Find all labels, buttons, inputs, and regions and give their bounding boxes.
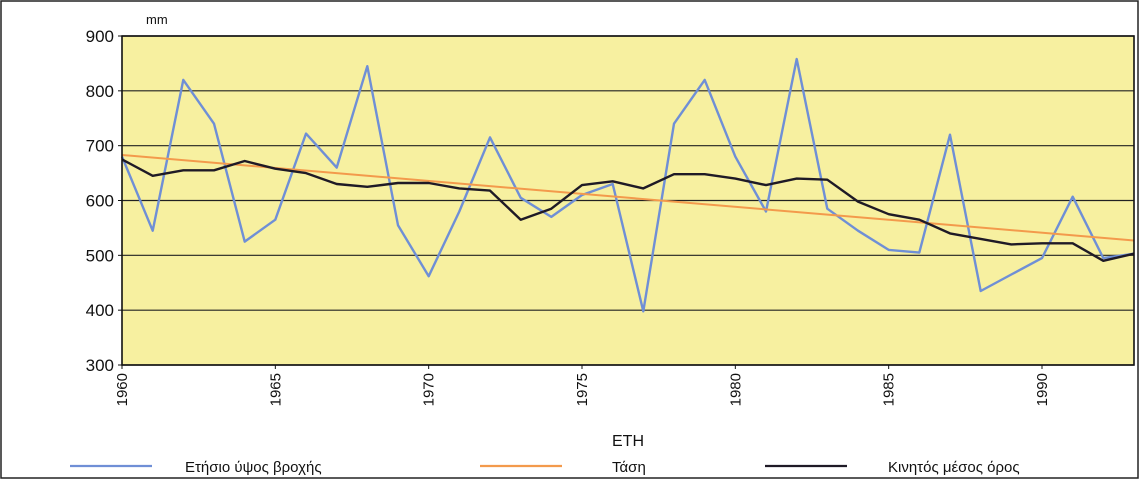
x-tick-label-1975: 1975 bbox=[574, 373, 591, 406]
x-axis-title: ΕΤΗ bbox=[612, 433, 644, 450]
y-axis-unit-label: mm bbox=[146, 12, 168, 27]
x-tick-label-1965: 1965 bbox=[267, 373, 284, 406]
series-line-annual-rainfall bbox=[120, 57, 1135, 313]
y-tick-label-800: 800 bbox=[86, 82, 114, 101]
y-tick-label-400: 400 bbox=[86, 301, 114, 320]
y-tick-label-900: 900 bbox=[86, 27, 114, 46]
y-axis-tick-labels: 300 400 500 600 700 800 900 bbox=[86, 27, 122, 375]
x-tick-label-1985: 1985 bbox=[881, 373, 898, 406]
y-tick-label-700: 700 bbox=[86, 137, 114, 156]
series-line-moving-average bbox=[121, 158, 1135, 262]
y-tick-label-300: 300 bbox=[86, 356, 114, 375]
y-tick-label-600: 600 bbox=[86, 192, 114, 211]
x-axis-tick-labels: 1960 1965 1970 1975 1980 1985 1990 bbox=[114, 365, 1051, 406]
legend-label-3: Κινητός μέσος όρος bbox=[888, 459, 1020, 476]
x-tick-label-1990: 1990 bbox=[1034, 373, 1051, 406]
x-tick-label-1980: 1980 bbox=[727, 373, 744, 406]
legend: Ετήσιο ύψος βροχής Τάση Κινητός μέσος όρος bbox=[70, 459, 1020, 476]
y-tick-label-500: 500 bbox=[86, 246, 114, 265]
x-tick-label-1960: 1960 bbox=[114, 373, 131, 406]
legend-label-2: Τάση bbox=[612, 459, 646, 476]
x-tick-label-1970: 1970 bbox=[421, 373, 438, 406]
legend-label-1: Ετήσιο ύψος βροχής bbox=[185, 459, 322, 476]
series-lines bbox=[120, 57, 1135, 313]
series-line-trend bbox=[121, 154, 1135, 242]
